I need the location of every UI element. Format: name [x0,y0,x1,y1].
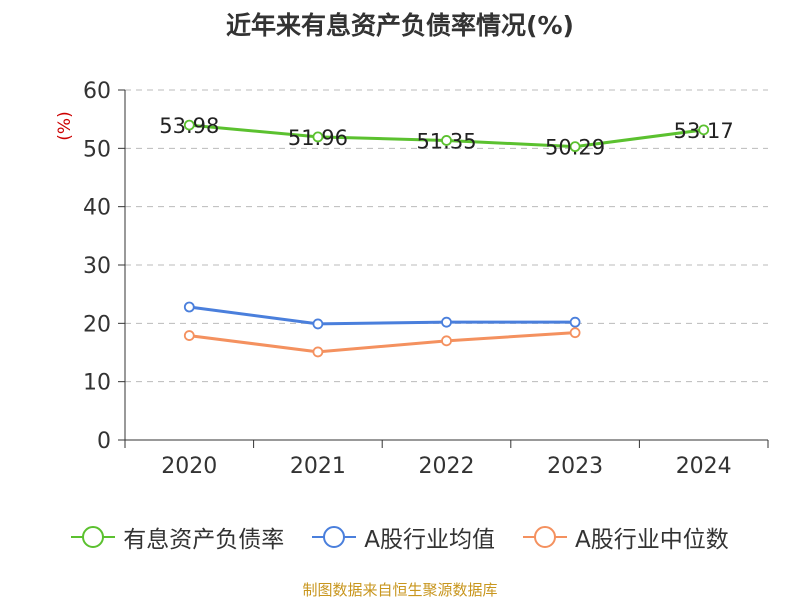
y-tick-label: 20 [83,312,111,337]
data-point [569,141,581,153]
legend-marker-icon [312,526,357,548]
x-tick-label: 2024 [676,454,732,479]
data-point [183,301,195,313]
data-point [698,124,710,136]
y-tick-label: 50 [83,137,111,162]
data-point [569,316,581,328]
x-tick-label: 2021 [290,454,346,479]
x-tick-label: 2020 [161,454,217,479]
legend-item[interactable]: 有息资产负债率 [71,520,284,554]
y-tick-label: 30 [83,254,111,279]
legend-marker-icon [71,526,116,548]
source-note: 制图数据来自恒生聚源数据库 [302,581,498,599]
data-label: 53.17 [674,119,734,143]
series-line [189,305,576,326]
legend-item[interactable]: A股行业均值 [312,520,495,554]
data-label: 51.96 [288,126,348,150]
data-point [441,135,452,146]
y-tick-label: 0 [97,429,111,454]
y-tick-label: 10 [83,371,111,396]
data-label: 50.29 [545,136,605,160]
legend-item[interactable]: A股行业中位数 [523,520,729,554]
data-label: 51.35 [416,129,476,153]
legend-label: A股行业均值 [364,527,495,553]
data-point [441,335,452,347]
chart-title: 近年来有息资产负债率情况(%) [226,11,574,40]
x-tick-label: 2022 [419,454,475,479]
y-tick-label: 60 [83,79,111,104]
data-point [183,330,195,341]
data-point [312,318,324,330]
data-point [312,346,324,358]
data-point [312,131,324,143]
legend: 有息资产负债率 A股行业均值 A股行业中位数 [0,520,800,554]
data-labels: 53.98 51.96 51.35 50.29 53.17 [159,114,734,160]
legend-label: A股行业中位数 [575,527,729,553]
data-point [183,119,195,131]
data-point [569,327,581,339]
legend-label: 有息资产负债率 [123,527,285,553]
series-line [189,331,576,354]
series-lines [183,119,710,358]
data-point [441,316,452,328]
data-label: 53.98 [159,114,219,138]
y-axis-unit: (%) [55,111,75,140]
y-tick-label: 40 [83,196,111,221]
x-tick-label: 2023 [547,454,603,479]
legend-marker-icon [523,526,567,548]
axes: 0 10 20 30 40 50 60 2020 2021 2022 2023 2024 (%) [55,79,769,479]
